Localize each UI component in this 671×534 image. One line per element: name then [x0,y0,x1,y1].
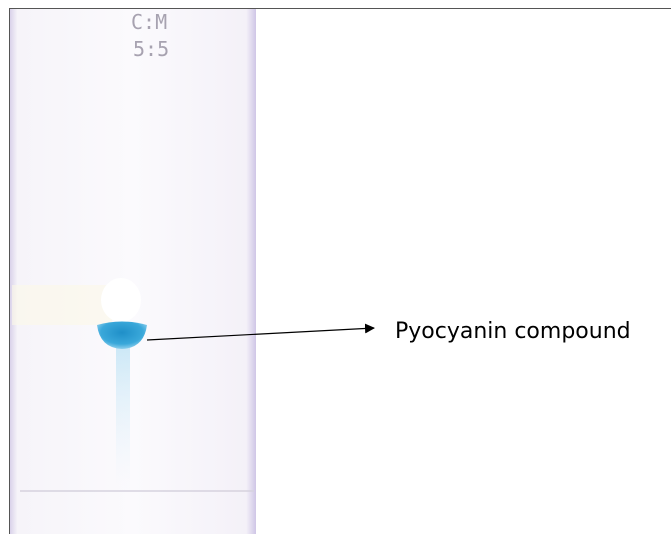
plate-highlight [101,278,141,322]
tlc-plate [10,9,256,534]
ratio-label: 5:5 [133,37,169,61]
annotation-label: Pyocyanin compound [395,319,631,344]
figure: C:M 5:5 Pyocyanin compound [0,0,671,534]
solvent-label: C:M [131,10,167,34]
plate-tint [12,285,112,325]
spot-trail [116,345,130,490]
